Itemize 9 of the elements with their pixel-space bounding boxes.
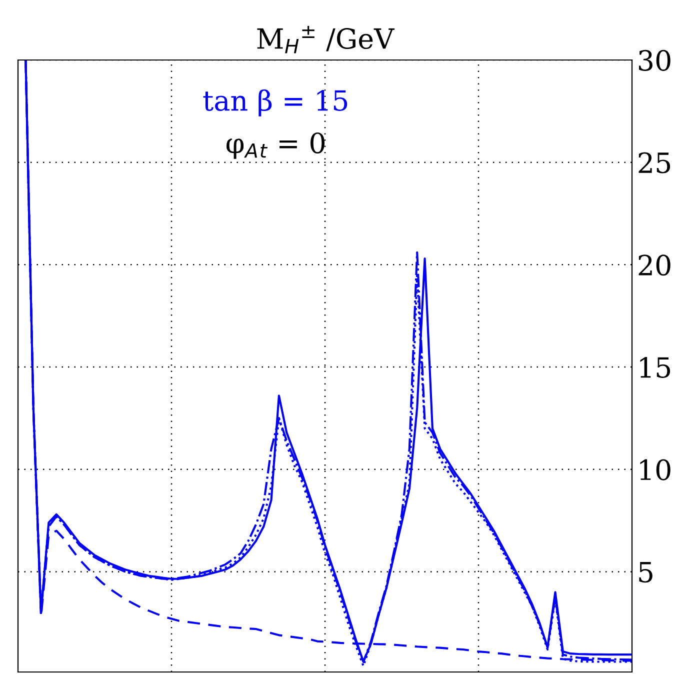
y-tick-label: 10 xyxy=(640,459,670,480)
y-tick-label: 30 xyxy=(638,50,670,71)
y-tick-label: 5 xyxy=(639,562,652,583)
annotation: φ$_{At}$ = 0 xyxy=(226,132,325,159)
annotation: tan β = 15 xyxy=(203,89,348,116)
y-tick-label: 20 xyxy=(638,254,670,276)
chart-title: M$_{H}$$^{±}$ /GeV xyxy=(257,26,395,54)
y-tick-label: 25 xyxy=(638,152,670,174)
y-tick-label: 15 xyxy=(640,356,670,378)
